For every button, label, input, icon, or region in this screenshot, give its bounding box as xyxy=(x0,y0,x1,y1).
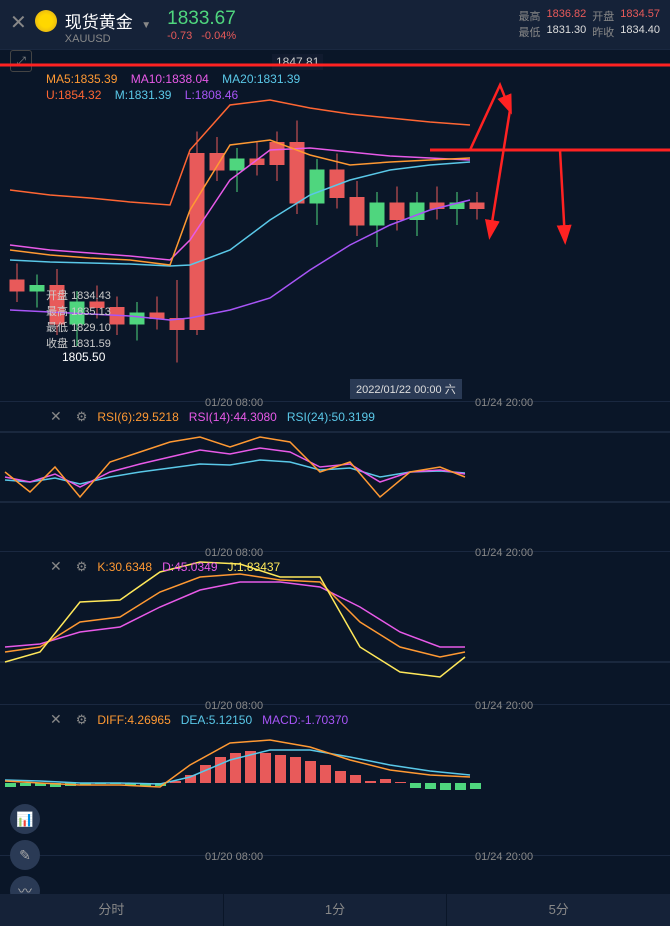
tab-1min[interactable]: 1分 xyxy=(224,894,448,926)
macd-close-icon[interactable]: ✕ xyxy=(50,711,62,728)
tab-5min[interactable]: 5分 xyxy=(447,894,670,926)
price-change-pct: -0.04% xyxy=(201,30,236,42)
instrument-symbol: XAUUSD xyxy=(65,33,151,45)
tab-tick[interactable]: 分时 xyxy=(0,894,224,926)
instrument-title: 现货黄金 xyxy=(65,13,133,32)
header-bar: ✕ 现货黄金 ▼ XAUUSD 1833.67 -0.73 -0.04% 最高 … xyxy=(0,0,670,50)
macd-panel[interactable]: ✕ ⚙ DIFF:4.26965 DEA:5.12150 MACD:-1.703… xyxy=(0,705,670,856)
rsi-settings-icon[interactable]: ⚙ xyxy=(76,409,88,425)
ohlc-stats: 最高 1836.82 开盘 1834.57 最低 1831.30 昨收 1834… xyxy=(518,8,660,40)
macd-settings-icon[interactable]: ⚙ xyxy=(76,712,88,728)
price-change: -0.73 xyxy=(167,30,192,42)
candlestick-panel[interactable]: 1847.81 MA5:1835.39 MA10:1838.04 MA20:18… xyxy=(0,50,670,402)
macd-header: ✕ ⚙ DIFF:4.26965 DEA:5.12150 MACD:-1.703… xyxy=(0,705,358,728)
cursor-ohlc: 开盘 1834.43 最高 1835.13 最低 1829.10 收盘 1831… xyxy=(46,288,111,352)
gold-icon xyxy=(35,10,57,32)
rsi-close-icon[interactable]: ✕ xyxy=(50,408,62,425)
kdj-header: ✕ ⚙ K:30.6348 D:45.0349 J:1.83437 xyxy=(0,552,290,575)
price-block: 1833.67 -0.73 -0.04% xyxy=(167,8,242,42)
title-block[interactable]: 现货黄金 ▼ XAUUSD xyxy=(65,8,151,45)
draw-fab[interactable]: ✎ xyxy=(10,840,40,870)
low-mark: 1805.50 xyxy=(62,350,105,364)
kdj-panel[interactable]: ✕ ⚙ K:30.6348 D:45.0349 J:1.83437 01/20 … xyxy=(0,552,670,705)
last-price: 1833.67 xyxy=(167,8,242,30)
chevron-down-icon: ▼ xyxy=(141,20,151,31)
kdj-close-icon[interactable]: ✕ xyxy=(50,558,62,575)
kdj-settings-icon[interactable]: ⚙ xyxy=(76,559,88,575)
timeframe-tabs: 分时 1分 5分 xyxy=(0,894,670,926)
rsi-header: ✕ ⚙ RSI(6):29.5218 RSI(14):44.3080 RSI(2… xyxy=(0,402,385,425)
rsi-panel[interactable]: ✕ ⚙ RSI(6):29.5218 RSI(14):44.3080 RSI(2… xyxy=(0,402,670,552)
cursor-datetime: 2022/01/22 00:00 六 xyxy=(350,379,462,399)
close-icon[interactable]: ✕ xyxy=(10,10,27,35)
indicator-fab[interactable]: 📊 xyxy=(10,804,40,834)
